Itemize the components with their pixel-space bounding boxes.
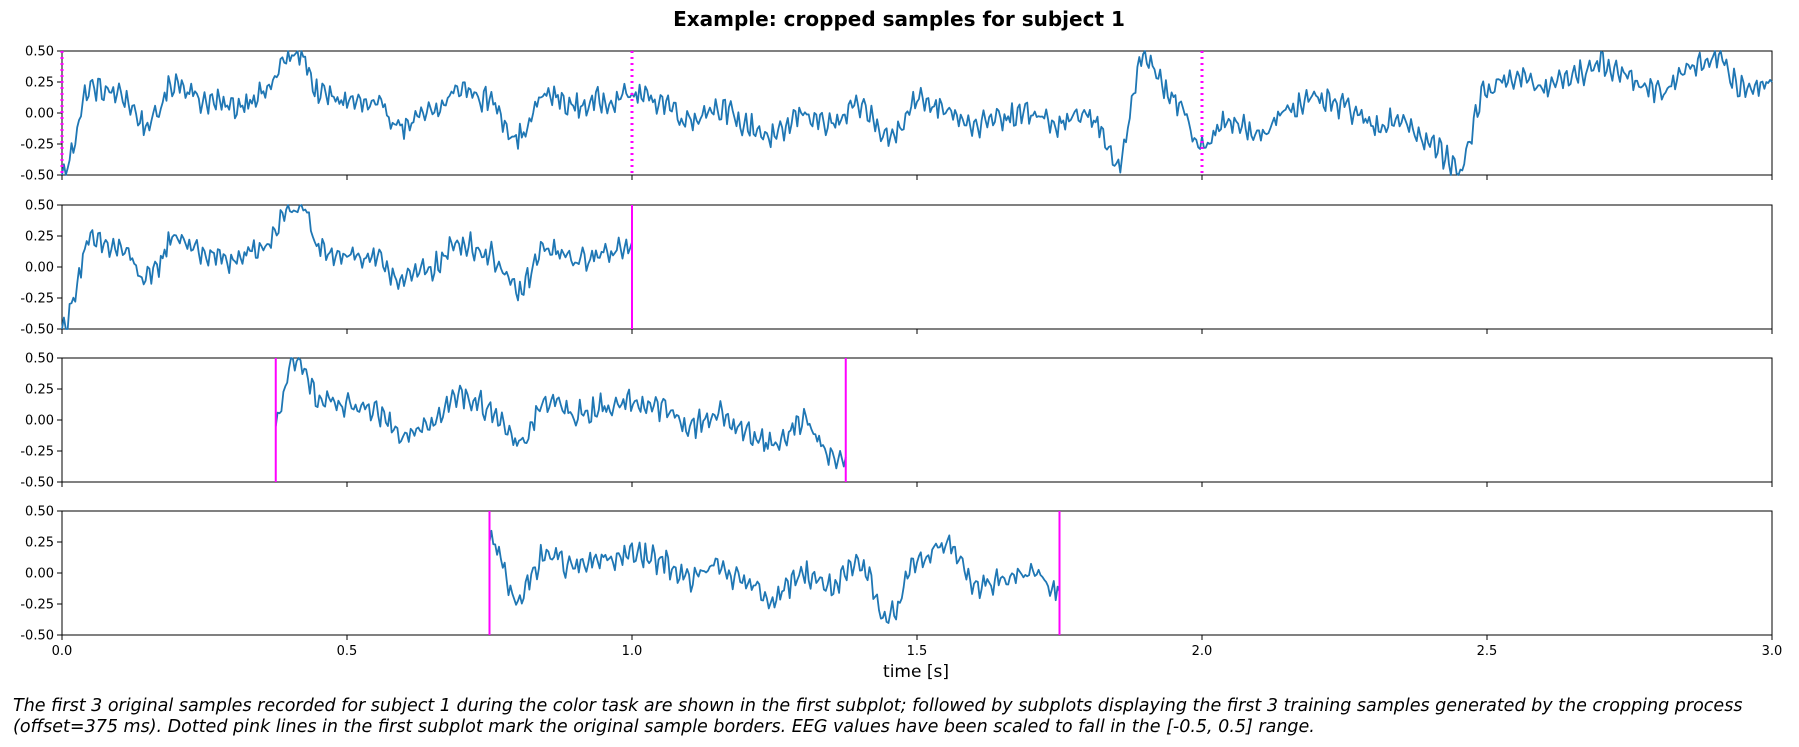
y-tick-label: -0.50: [20, 476, 54, 491]
y-tick-label: 0.50: [25, 45, 54, 60]
subplot-4: 0.50 0.25 0.00 -0.25 -0.500.0 0.5 1.0 1.5 2.0 2.5…: [20, 505, 1782, 660]
y-tick-label: -0.50: [20, 629, 54, 644]
x-tick-label: 0.5: [337, 644, 358, 659]
y-tick-label: 0.25: [25, 76, 54, 91]
y-tick-label: 0.25: [25, 230, 54, 245]
x-tick-label: 2.5: [1477, 644, 1498, 659]
y-tick-label: -0.50: [20, 323, 54, 338]
y-tick-label: 0.00: [25, 414, 54, 429]
y-tick-label: 0.25: [25, 383, 54, 398]
signal-line: [488, 529, 1061, 624]
axes-frame: [61, 510, 1773, 636]
y-tick-label: -0.25: [20, 598, 54, 613]
subplot-2: 0.50 0.25 0.00 -0.25 -0.50: [20, 199, 1773, 338]
y-tick-label: 0.00: [25, 107, 54, 122]
y-tick-label: 0.50: [25, 352, 54, 367]
y-tick-label: 0.50: [25, 505, 54, 520]
x-tick-label: 3.0: [1762, 644, 1783, 659]
subplots: 0.50 0.25 0.00 -0.25 -0.50 0.50 0.25 0.00 -0.25 -…: [20, 45, 1782, 660]
x-tick-label: 2.0: [1192, 644, 1213, 659]
axes-frame: [61, 357, 1773, 483]
x-tick-label: 0.0: [52, 644, 73, 659]
signal-line: [274, 357, 847, 470]
signal-line: [61, 204, 633, 330]
x-axis-label: time [s]: [883, 662, 949, 682]
signal-line: [61, 50, 1773, 176]
subplot-3: 0.50 0.25 0.00 -0.25 -0.50: [20, 352, 1773, 491]
subplot-1: 0.50 0.25 0.00 -0.25 -0.50: [20, 45, 1773, 184]
chart: Example: cropped samples for subject 1 0…: [20, 7, 1782, 682]
axes-frame: [61, 204, 1773, 330]
y-tick-label: 0.50: [25, 199, 54, 214]
y-tick-label: 0.25: [25, 536, 54, 551]
x-tick-label: 1.5: [907, 644, 928, 659]
y-tick-label: -0.25: [20, 445, 54, 460]
y-tick-label: 0.00: [25, 567, 54, 582]
x-tick-label: 1.0: [622, 644, 643, 659]
axes-frame: [61, 50, 1773, 176]
y-tick-label: -0.50: [20, 169, 54, 184]
y-tick-label: -0.25: [20, 138, 54, 153]
y-tick-label: 0.00: [25, 261, 54, 276]
y-tick-label: -0.25: [20, 292, 54, 307]
chart-title: Example: cropped samples for subject 1: [673, 7, 1125, 31]
figure-caption: The first 3 original samples recorded fo…: [13, 696, 1743, 737]
